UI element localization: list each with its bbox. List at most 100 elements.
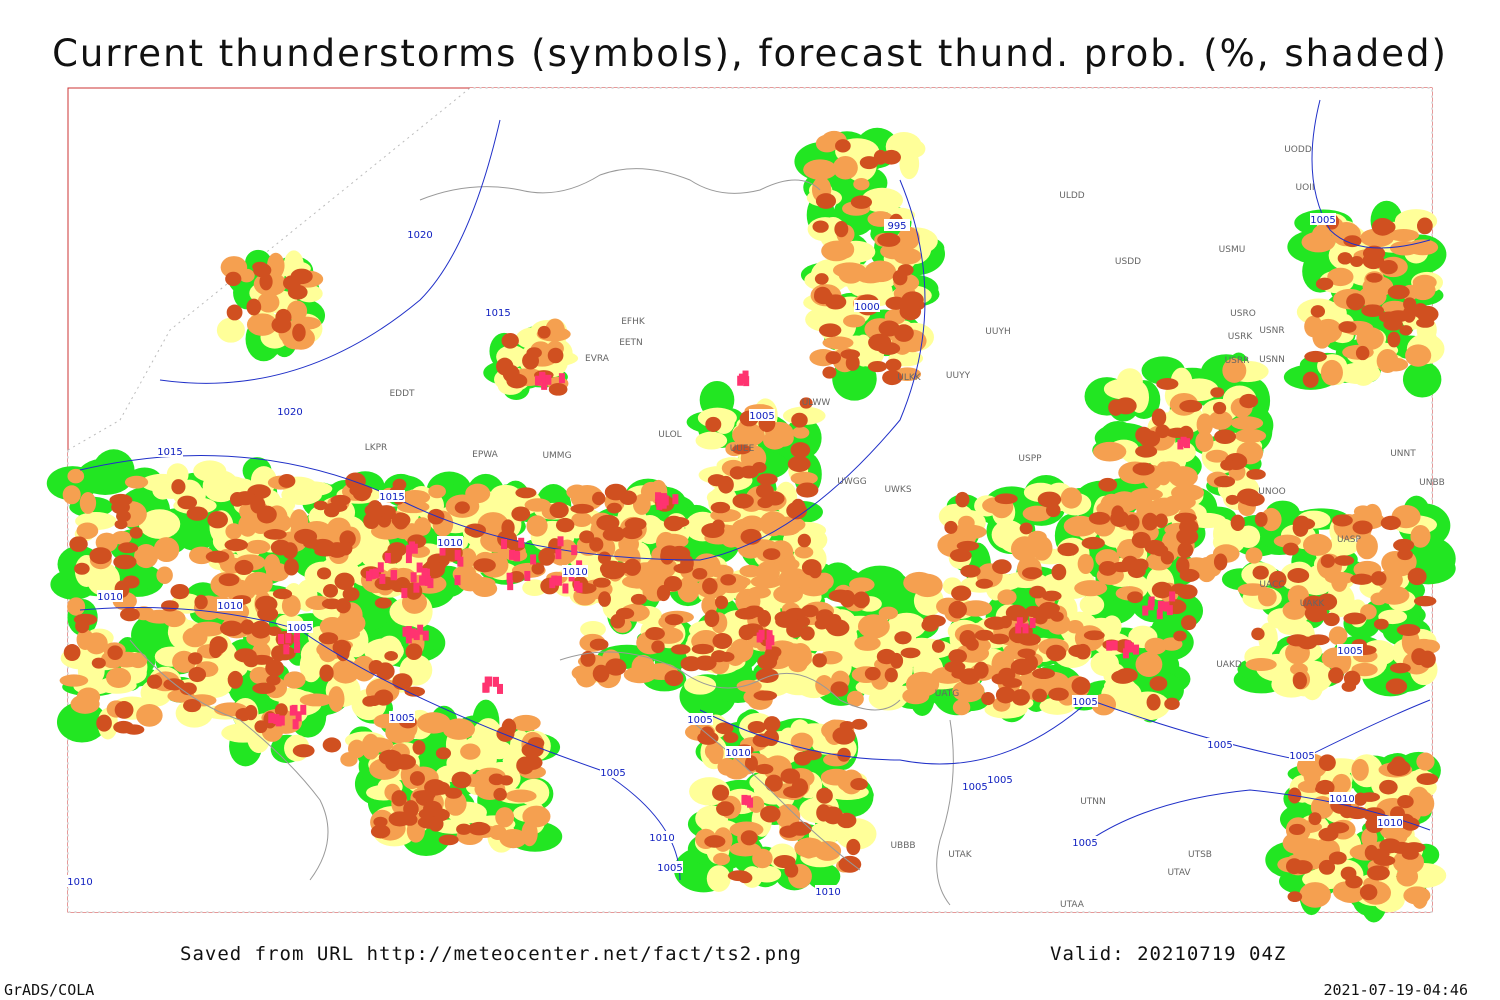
shade-cell bbox=[423, 800, 443, 817]
title: Current thunderstorms (symbols), forecas… bbox=[52, 32, 1448, 75]
shade-cell bbox=[1258, 587, 1277, 607]
shade-cell bbox=[1332, 514, 1353, 527]
shade-cell bbox=[271, 645, 286, 662]
shade-cell bbox=[905, 671, 940, 697]
storm-symbol bbox=[1133, 644, 1140, 655]
shade-cell bbox=[1387, 284, 1410, 300]
shade-cell bbox=[1378, 585, 1410, 605]
shade-cell bbox=[183, 699, 202, 713]
shade-cell bbox=[1141, 512, 1159, 531]
shade-cell bbox=[267, 626, 282, 637]
isobar-label-bg bbox=[749, 409, 775, 421]
shade-cell bbox=[227, 670, 243, 689]
shade-cell bbox=[398, 729, 415, 743]
shade-cell bbox=[555, 517, 575, 533]
station-code: UUYH bbox=[985, 327, 1010, 337]
storm-symbol bbox=[573, 581, 580, 592]
storm-symbol bbox=[454, 550, 461, 561]
shade-cell bbox=[792, 426, 810, 439]
shade-cell bbox=[1019, 522, 1033, 535]
shade-cell bbox=[608, 526, 625, 542]
shade-cell bbox=[1334, 555, 1355, 566]
station-code: UNBB bbox=[1419, 478, 1445, 488]
shade-cell bbox=[1196, 413, 1214, 436]
isobar-label-bg bbox=[389, 711, 415, 723]
shade-cell bbox=[1173, 630, 1187, 642]
storm-symbol bbox=[268, 713, 275, 724]
shade-cell bbox=[474, 718, 502, 751]
shade-cell bbox=[1098, 477, 1118, 492]
shade-cell bbox=[194, 594, 208, 610]
shade-cell bbox=[1416, 217, 1433, 235]
station-code: EPWA bbox=[472, 450, 499, 460]
isobar-label: 1005 bbox=[1310, 215, 1335, 226]
shade-cell bbox=[994, 493, 1018, 505]
station-code: LKPR bbox=[365, 443, 388, 453]
shade-cell bbox=[1144, 637, 1167, 655]
storm-symbol bbox=[278, 715, 285, 726]
shade-cell bbox=[501, 519, 515, 537]
shade-cell bbox=[1350, 573, 1374, 585]
shade-cell bbox=[293, 481, 333, 497]
station-code: UNNT bbox=[1390, 449, 1416, 459]
shade-cell bbox=[1393, 538, 1415, 552]
shade-cell bbox=[493, 787, 507, 801]
shade-cell bbox=[1318, 754, 1336, 771]
shade-cell bbox=[186, 506, 209, 521]
shade-cell bbox=[825, 351, 842, 365]
shade-cell bbox=[522, 579, 547, 597]
storm-symbol bbox=[372, 568, 379, 579]
shade-cell bbox=[949, 548, 972, 563]
isobar-label-bg bbox=[687, 713, 713, 725]
storm-symbol bbox=[405, 625, 412, 636]
shade-cell bbox=[114, 701, 134, 719]
shade-cell bbox=[370, 824, 391, 839]
shade-cell bbox=[526, 347, 542, 359]
shade-cell bbox=[1388, 229, 1420, 242]
shade-cell bbox=[893, 248, 922, 265]
shade-cell bbox=[837, 747, 851, 762]
station-code: ULKK bbox=[897, 373, 922, 383]
shade-cell bbox=[430, 781, 451, 795]
shade-cell bbox=[832, 156, 858, 180]
storm-symbol bbox=[741, 794, 748, 805]
shade-cell bbox=[959, 600, 993, 617]
shade-cell bbox=[756, 473, 778, 486]
shade-cell bbox=[981, 692, 995, 706]
shade-cell bbox=[1225, 494, 1240, 505]
shade-cell bbox=[973, 661, 989, 679]
storm-symbol bbox=[1169, 591, 1176, 602]
shade-cell bbox=[238, 514, 258, 537]
shade-cell bbox=[1090, 651, 1119, 677]
storm-symbol bbox=[457, 556, 464, 567]
shade-cell bbox=[664, 670, 684, 687]
shade-cell bbox=[1343, 612, 1367, 625]
shade-cell bbox=[1154, 513, 1168, 529]
isobar-label-bg bbox=[657, 861, 683, 873]
thunderstorm-symbols bbox=[268, 370, 1190, 808]
isobar-label-bg bbox=[67, 875, 93, 887]
shade-cell bbox=[67, 597, 86, 616]
isobar-label-bg bbox=[1310, 213, 1336, 225]
shade-cell bbox=[362, 696, 377, 707]
shade-cell bbox=[1301, 231, 1336, 253]
coastline bbox=[689, 719, 861, 871]
shade-cell bbox=[1160, 637, 1183, 651]
shade-cell bbox=[808, 562, 822, 579]
shade-cell bbox=[1389, 662, 1411, 674]
shade-cell bbox=[995, 686, 1016, 704]
storm-symbol bbox=[421, 568, 428, 579]
shade-cell bbox=[992, 559, 1012, 575]
shade-cell bbox=[342, 587, 360, 602]
shade-cell bbox=[459, 548, 477, 568]
shade-cell bbox=[1213, 553, 1228, 571]
shade-cell bbox=[405, 643, 423, 660]
shade-cell bbox=[1222, 358, 1247, 383]
shade-cell bbox=[1288, 823, 1306, 835]
shade-cell bbox=[1379, 779, 1398, 795]
shade-cell bbox=[816, 787, 833, 804]
storm-symbol bbox=[483, 682, 490, 693]
shade-cell bbox=[299, 693, 333, 707]
shade-cell bbox=[238, 268, 255, 283]
storm-symbol bbox=[518, 537, 525, 548]
